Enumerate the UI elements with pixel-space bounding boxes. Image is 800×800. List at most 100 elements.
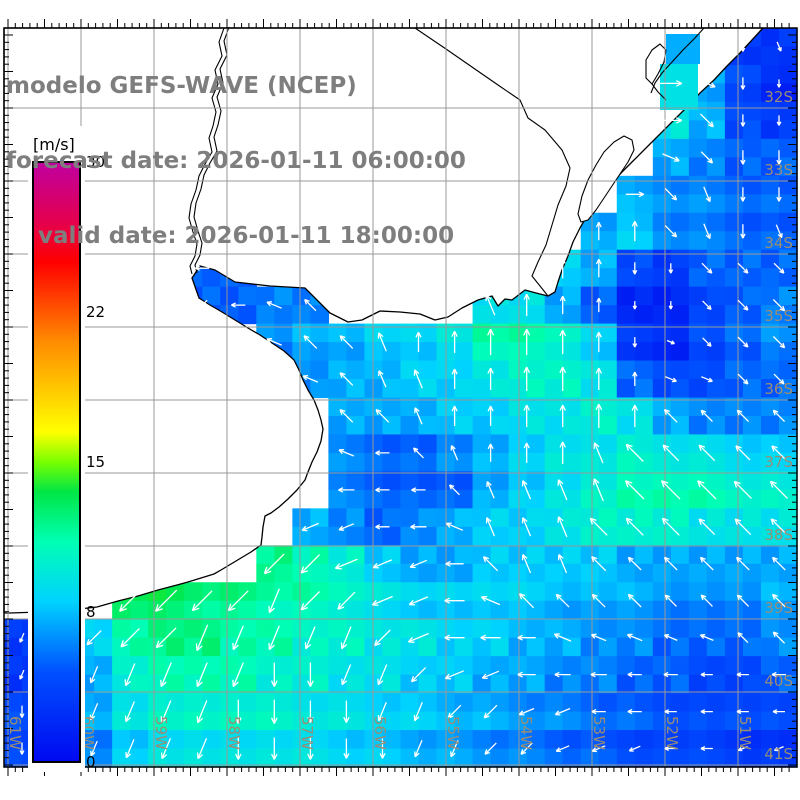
- wind-arrow: [307, 662, 314, 687]
- wind-arrow: [589, 517, 608, 536]
- wind-arrow: [191, 590, 213, 612]
- wind-arrow: [523, 404, 530, 427]
- wind-arrow: [266, 301, 282, 309]
- wind-arrow: [664, 188, 678, 201]
- wind-arrow: [776, 41, 782, 52]
- wind-arrow: [300, 554, 321, 574]
- wind-arrow: [700, 113, 714, 128]
- wind-arrow: [700, 151, 714, 164]
- wind-arrow: [553, 633, 572, 642]
- title-block: modelo GEFS-WAVE (NCEP) forecast date: 2…: [6, 24, 466, 299]
- wind-arrow: [444, 670, 465, 680]
- wind-arrow: [740, 41, 746, 52]
- wind-arrow: [413, 702, 423, 722]
- wind-arrow: [776, 115, 782, 126]
- wind-arrow: [379, 738, 386, 759]
- wind-arrow: [631, 220, 638, 242]
- colorbar-tick-label: 15: [86, 453, 105, 471]
- wind-arrow: [196, 700, 208, 724]
- wind-arrow: [701, 376, 713, 383]
- wind-arrow: [523, 442, 530, 463]
- wind-arrow: [338, 523, 355, 531]
- wind-arrow: [410, 667, 427, 683]
- wind-arrow: [557, 479, 568, 501]
- lon-label: 57W: [298, 716, 316, 750]
- wind-arrow: [740, 114, 746, 127]
- wind-arrow: [662, 444, 680, 462]
- wind-arrow: [771, 593, 786, 608]
- wind-arrow: [664, 746, 677, 751]
- wind-arrow: [270, 662, 278, 687]
- wind-arrow: [483, 704, 498, 719]
- wind-arrow: [700, 672, 713, 678]
- wind-arrows-layer: [19, 41, 788, 760]
- wind-arrow: [521, 480, 532, 500]
- wind-arrow: [736, 672, 749, 678]
- wind-arrow: [559, 404, 566, 427]
- wind-arrow: [375, 524, 390, 530]
- wind-arrow: [664, 594, 677, 607]
- wind-arrow: [334, 558, 358, 570]
- wind-arrow: [118, 589, 142, 612]
- wind-arrow: [339, 372, 354, 386]
- wind-arrow: [699, 43, 715, 50]
- wind-arrow: [523, 366, 531, 391]
- wind-arrow: [340, 626, 352, 650]
- wind-arrow: [697, 480, 717, 500]
- lagoa-patos-shore: [650, 27, 705, 94]
- wind-arrow: [408, 596, 429, 606]
- wind-arrow: [698, 444, 716, 462]
- wind-arrow: [555, 593, 570, 608]
- wind-arrow: [659, 80, 683, 87]
- lon-label: 54W: [517, 716, 535, 750]
- wind-arrow: [371, 595, 393, 606]
- wind-arrow: [737, 336, 749, 348]
- wind-arrow: [772, 631, 786, 644]
- wind-arrow: [487, 328, 495, 356]
- lon-label: 52W: [663, 716, 681, 750]
- lon-label: 58W: [225, 716, 243, 750]
- wind-arrow: [231, 264, 246, 272]
- wind-arrow: [559, 441, 566, 464]
- wind-arrow: [772, 709, 785, 715]
- wind-arrow: [734, 518, 752, 536]
- wind-arrow: [415, 331, 422, 353]
- lon-label: 51W: [736, 716, 754, 750]
- wind-arrow: [663, 408, 678, 423]
- model-title: modelo GEFS-WAVE (NCEP): [6, 73, 357, 99]
- forecast-date-label: forecast date: 2026-01-11 06:00:00: [6, 148, 466, 174]
- wind-arrow: [591, 556, 607, 572]
- wind-arrow: [666, 339, 675, 345]
- wind-arrow: [700, 709, 713, 715]
- wind-arrow: [377, 702, 387, 722]
- wind-arrow: [303, 335, 318, 349]
- wind-arrow: [263, 553, 285, 575]
- wind-arrow: [304, 626, 316, 650]
- map-border: [3, 27, 798, 768]
- wind-arrow: [481, 670, 500, 680]
- wind-arrow: [773, 373, 785, 385]
- wind-arrow: [595, 258, 602, 278]
- wind-arrow: [124, 701, 135, 723]
- wind-arrow: [89, 666, 99, 684]
- wind-arrow: [735, 445, 751, 461]
- wind-arrow: [227, 590, 249, 612]
- wind-arrow: [590, 633, 607, 642]
- wind-arrow: [377, 664, 388, 686]
- wind-arrow: [591, 708, 606, 715]
- lat-label: 34S: [764, 234, 793, 252]
- wind-arrow: [234, 699, 242, 724]
- wind-arrow: [377, 332, 387, 352]
- wind-arrow: [517, 634, 536, 641]
- wind-arrow: [733, 480, 752, 499]
- lon-label: 55W: [444, 716, 462, 750]
- wind-arrow: [338, 448, 355, 457]
- wind-arrow: [661, 517, 680, 536]
- wind-arrow: [771, 445, 787, 461]
- wind-arrow: [663, 671, 678, 678]
- wind-arrow: [593, 478, 604, 502]
- wind-arrow: [160, 700, 172, 724]
- wind-arrow: [626, 633, 643, 642]
- wind-arrow: [559, 295, 566, 315]
